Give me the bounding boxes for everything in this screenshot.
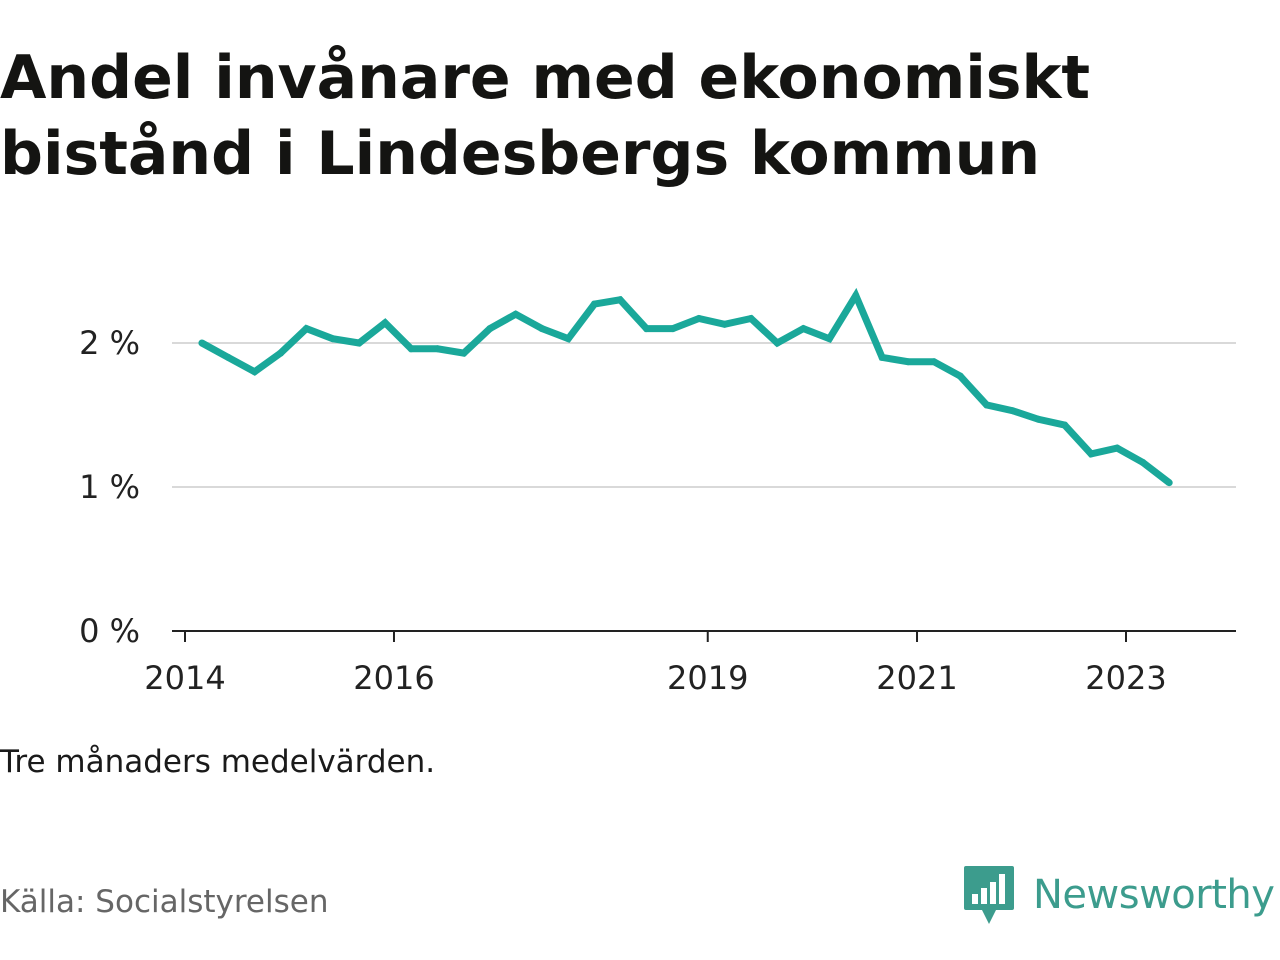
data-point [825,335,833,343]
data-point [277,349,285,357]
source-note: Källa: Socialstyrelsen [0,884,329,920]
data-point [878,353,886,361]
data-point [198,339,206,347]
data-point [590,300,598,308]
newsworthy-logo-icon [964,866,1014,924]
data-point [930,358,938,366]
data-point [460,349,468,357]
data-point [224,353,232,361]
y-tick-label: 2 % [79,324,140,362]
data-point [852,292,860,299]
data-point [329,335,337,343]
series-line [200,287,1172,486]
data-point [721,320,729,328]
data-point [904,358,912,366]
data-point [564,335,572,343]
line-chart: 0 % 1 % 2 % 2014 2016 2019 2021 2023 [79,287,1236,697]
data-point [773,339,781,347]
data-point [695,315,703,322]
y-tick-label: 0 % [79,612,140,650]
data-point [538,325,546,333]
x-tick-label: 2019 [667,659,748,697]
data-point [302,325,310,333]
data-point [1061,421,1069,429]
x-tick-label: 2021 [876,659,957,697]
y-tick-labels: 0 % 1 % 2 % [79,324,140,650]
data-point [799,325,807,333]
data-point [434,345,441,353]
x-tick-label: 2014 [144,659,225,697]
data-point [983,401,991,409]
data-point [486,325,494,333]
x-tick-label: 2023 [1085,659,1166,697]
y-tick-label: 1 % [79,468,140,506]
data-points [198,292,1173,487]
data-point [1113,444,1121,452]
data-point [1087,450,1095,458]
data-point [381,319,389,327]
data-point [1009,407,1017,415]
data-point [1034,415,1042,423]
data-point [747,315,755,322]
chart-title: Andel invånare med ekonomiskt bistånd i … [0,43,1091,189]
data-point [512,310,520,318]
x-ticks: 2014 2016 2019 2021 2023 [144,631,1167,697]
data-point [407,345,415,353]
x-tick-label: 2016 [353,659,434,697]
chart-subtitle: Tre månaders medelvärden. [0,744,436,780]
data-point [1165,479,1173,487]
gridlines [172,342,1236,488]
data-point [956,372,964,380]
data-point [669,325,677,333]
brand-name: Newsworthy [1033,872,1275,918]
data-point [355,339,363,347]
brand-logo: Newsworthy [963,862,1275,928]
data-point [1139,459,1147,466]
data-point [251,368,259,376]
data-point [643,325,650,333]
data-point [616,296,624,304]
